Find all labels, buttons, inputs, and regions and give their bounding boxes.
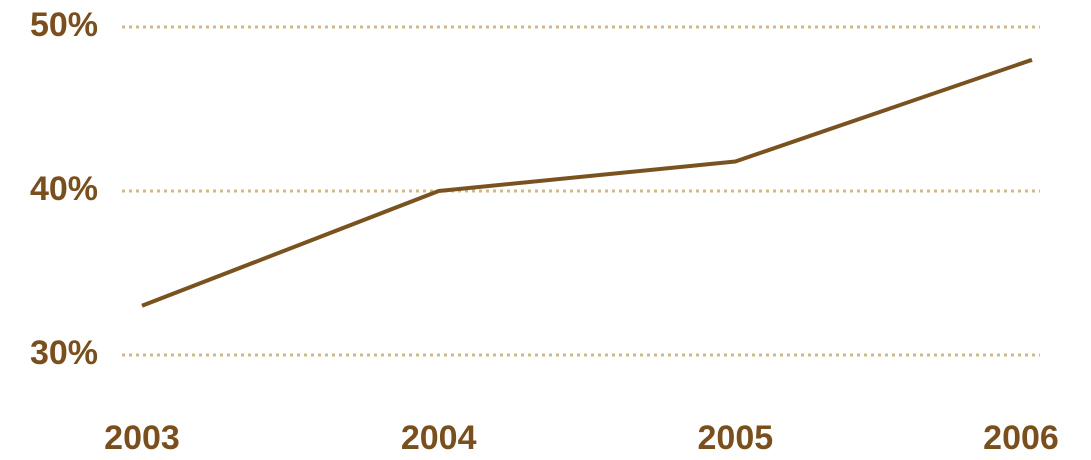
data-line	[141, 57, 1033, 308]
x-tick-label: 2006	[983, 419, 1059, 457]
y-tick-label: 40%	[30, 170, 98, 208]
x-tick-label: 2005	[698, 419, 774, 457]
x-tick-label: 2004	[401, 419, 477, 457]
y-tick-label: 50%	[30, 6, 98, 44]
x-tick-label: 2003	[104, 419, 180, 457]
y-tick-label: 30%	[30, 334, 98, 372]
